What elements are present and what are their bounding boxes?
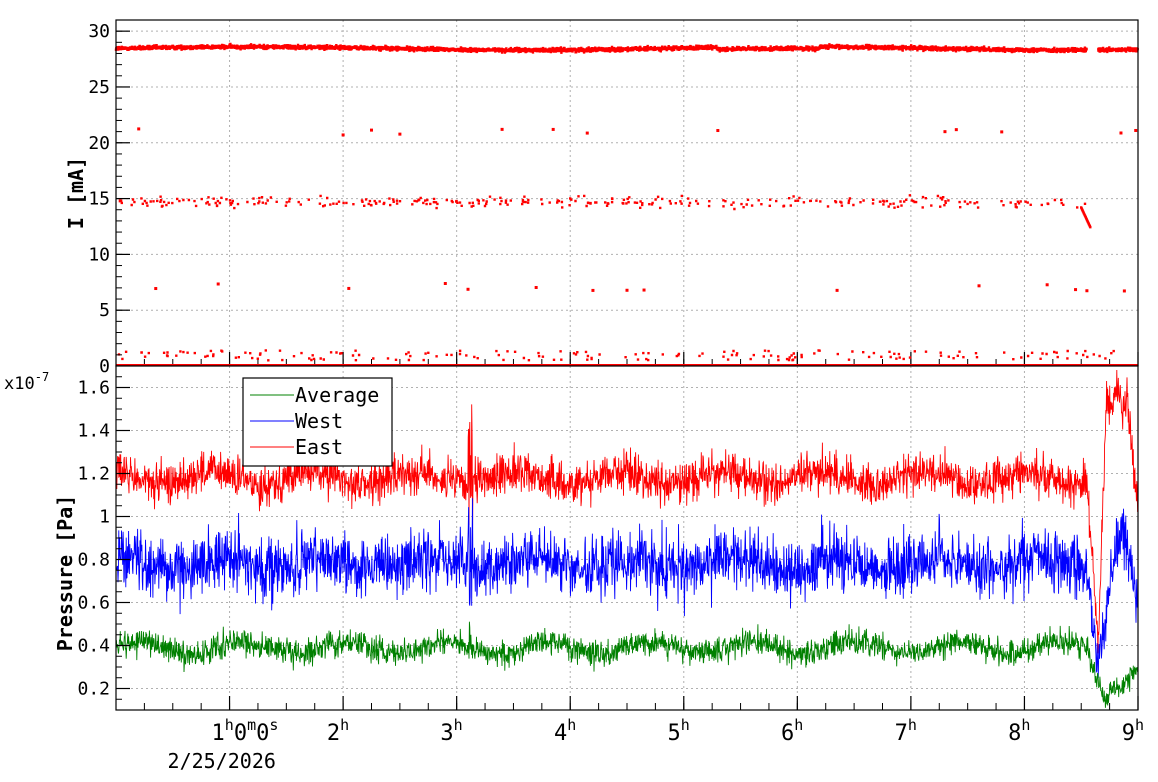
x-axis-date: 2/25/2026 bbox=[168, 749, 276, 773]
x-tick-unit: h bbox=[567, 716, 576, 734]
current-point-7 bbox=[1085, 289, 1089, 293]
current-point-7 bbox=[1074, 288, 1078, 292]
x-tick-hour: 6 bbox=[781, 721, 794, 746]
legend-box bbox=[242, 377, 393, 467]
current-point-21 bbox=[398, 132, 402, 136]
pressure-y-tick-label: 1 bbox=[99, 507, 110, 528]
pressure-frame bbox=[115, 365, 1139, 711]
pressure-y-axis-title: Pressure [Pa] bbox=[53, 495, 77, 652]
pressure-y-tick-label: 0.4 bbox=[77, 636, 110, 657]
x-tick-label: 8h bbox=[1008, 716, 1030, 746]
x-tick-unit: h bbox=[454, 716, 463, 734]
current-point-7 bbox=[591, 288, 595, 292]
pressure-series-average bbox=[115, 621, 1139, 708]
x-tick-hour: 4 bbox=[554, 721, 567, 746]
current-point-21 bbox=[551, 127, 555, 131]
x-tick-label: 3h bbox=[440, 716, 462, 746]
pressure-scale-factor: x10-7 bbox=[4, 370, 49, 394]
x-tick-label: 4h bbox=[554, 716, 576, 746]
x-tick-label: 9h bbox=[1122, 716, 1144, 746]
current-point-7 bbox=[347, 286, 351, 290]
current-y-tick-label: 0 bbox=[99, 356, 110, 377]
current-point-7 bbox=[835, 288, 839, 292]
current-point-21 bbox=[1000, 130, 1004, 134]
x-tick-hour: 3 bbox=[440, 721, 453, 746]
x-tick-unit: h bbox=[225, 716, 234, 734]
current-point-21 bbox=[341, 133, 345, 137]
pressure-series-east bbox=[115, 369, 1139, 654]
pressure-data bbox=[115, 369, 1139, 708]
current-y-tick-label: 25 bbox=[88, 77, 110, 98]
current-point-21 bbox=[954, 128, 958, 132]
current-point-21 bbox=[500, 127, 504, 131]
pressure-y-tick-label: 1.2 bbox=[77, 464, 110, 485]
legend-label-west: West bbox=[295, 409, 343, 433]
legend-label-average: Average bbox=[295, 383, 379, 407]
pressure-y-tick-label: 1.6 bbox=[77, 378, 110, 399]
current-point-7 bbox=[216, 282, 220, 286]
current-point-21 bbox=[1119, 131, 1123, 135]
x-tick-label: 6h bbox=[781, 716, 803, 746]
current-y-tick-label: 30 bbox=[88, 21, 110, 42]
current-point-7 bbox=[443, 281, 447, 285]
pressure-y-tick-label: 0.6 bbox=[77, 593, 110, 614]
current-point-21 bbox=[943, 130, 947, 134]
x-tick-first-label: 1h0m0s bbox=[212, 716, 279, 746]
current-y-ticks: 0 5 10 15 20 25 30 bbox=[88, 19, 130, 377]
current-point-21 bbox=[716, 129, 720, 133]
current-points-low bbox=[117, 349, 1115, 362]
x-tick-unit: h bbox=[340, 716, 349, 734]
current-point-7 bbox=[977, 284, 981, 288]
x-tick-unit: s bbox=[269, 716, 278, 734]
x-tick-unit: h bbox=[908, 716, 917, 734]
x-tick-unit: h bbox=[681, 716, 690, 734]
current-point-21 bbox=[585, 131, 589, 135]
current-point-21 bbox=[137, 127, 141, 131]
current-panel: 0 5 10 15 20 25 30 I [mA] bbox=[64, 19, 1139, 377]
pressure-y-tick-label: 0.8 bbox=[77, 550, 110, 571]
current-point-7 bbox=[1122, 289, 1126, 293]
current-point-7 bbox=[466, 287, 470, 291]
legend-label-east: East bbox=[295, 435, 343, 459]
x-tick-hour: 8 bbox=[1008, 721, 1021, 746]
x-tick-hour: 9 bbox=[1122, 721, 1135, 746]
current-plot-area bbox=[116, 20, 1138, 366]
x-tick-hour: 5 bbox=[667, 721, 680, 746]
x-tick-value: 0 bbox=[256, 721, 269, 746]
current-y-tick-label: 15 bbox=[88, 189, 110, 210]
current-point-21 bbox=[1134, 128, 1138, 132]
pressure-panel: 0.20.40.60.811.21.41.6 2h 3h 4h 5h 6h 7h 8h 9h1… bbox=[4, 365, 1144, 773]
current-y-tick-label: 10 bbox=[88, 244, 110, 265]
pressure-series-west bbox=[115, 498, 1139, 678]
x-tick-unit: m bbox=[247, 716, 256, 734]
x-tick-label: 5h bbox=[667, 716, 689, 746]
x-tick-hour: 7 bbox=[895, 721, 908, 746]
pressure-y-tick-label: 1.4 bbox=[77, 421, 110, 442]
current-y-axis-title: I [mA] bbox=[64, 157, 88, 229]
pressure-legend: Average West East bbox=[242, 377, 393, 467]
current-point-7 bbox=[642, 288, 646, 292]
current-point-21 bbox=[370, 128, 373, 132]
x-tick-label: 7h bbox=[895, 716, 917, 746]
x-tick-unit: h bbox=[794, 716, 803, 734]
current-band-middle bbox=[118, 194, 1092, 229]
current-point-7 bbox=[534, 285, 538, 289]
x-tick-hour: 2 bbox=[327, 721, 340, 746]
x-tick-label: 2h bbox=[327, 716, 349, 746]
current-point-7 bbox=[154, 287, 158, 291]
x-tick-unit: h bbox=[1135, 716, 1144, 734]
x-tick-unit: h bbox=[1021, 716, 1030, 734]
current-point-7 bbox=[625, 288, 629, 292]
current-point-7 bbox=[1045, 283, 1049, 287]
pressure-y-ticks: 0.2 0.4 0.6 0.8 1 1.2 1.4 1.6 bbox=[77, 365, 130, 711]
current-y-tick-label: 20 bbox=[88, 133, 110, 154]
pressure-y-tick-label: 0.2 bbox=[77, 679, 110, 700]
x-tick-value: 0 bbox=[234, 721, 247, 746]
current-y-tick-label: 5 bbox=[99, 300, 110, 321]
x-tick-value: 1 bbox=[212, 721, 225, 746]
